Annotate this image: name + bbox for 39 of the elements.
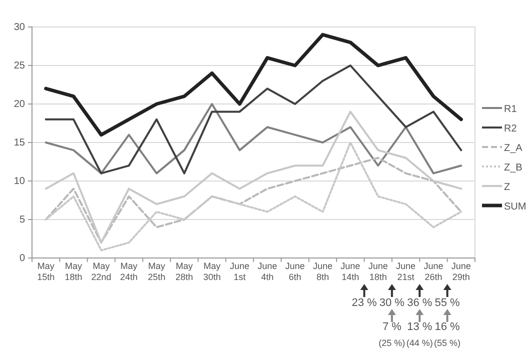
x-tick-label: June 14th: [340, 261, 360, 282]
text: 30 %: [379, 297, 405, 309]
legend-label: Z: [504, 182, 510, 193]
text: 55 %: [434, 297, 460, 309]
x-tick-label: May 18th: [64, 261, 83, 282]
x-tick-label: May 22nd: [91, 261, 112, 282]
text: 16 %: [434, 321, 460, 333]
y-tick-label: 20: [14, 99, 26, 110]
legend-label: Z_A: [504, 143, 523, 154]
x-tick-label: May 24th: [120, 261, 138, 282]
text: (44 %): [406, 338, 433, 348]
x-tick-label: June 4th: [258, 261, 278, 282]
legend-label: Z_B: [504, 162, 523, 174]
legend-label: SUM: [504, 202, 526, 212]
y-tick-label: 25: [14, 60, 26, 72]
text: 23 %: [352, 297, 377, 309]
text: (25 %): [378, 338, 406, 348]
x-tick-label: June 29th: [451, 261, 471, 282]
x-tick-label: June 1st: [230, 261, 250, 282]
legend-label: R2: [504, 124, 518, 134]
text: 36 %: [407, 297, 432, 309]
x-tick-label: May 25th: [148, 261, 166, 282]
x-tick-label: June 8th: [312, 261, 332, 282]
y-tick-label: 30: [14, 22, 26, 34]
x-tick-label: May 28th: [176, 261, 194, 282]
legend-label: R1: [504, 104, 518, 115]
x-tick-label: May 30th: [203, 261, 221, 282]
y-tick-label: 10: [14, 176, 26, 188]
x-tick-label: June 21st: [396, 261, 416, 282]
x-tick-label: June 18th: [368, 261, 388, 282]
y-tick-label: 5: [19, 214, 26, 226]
y-tick-label: 15: [14, 138, 26, 149]
y-tick-label: 0: [19, 253, 26, 264]
x-tick-label: May 15th: [37, 261, 55, 282]
text: (55 %): [434, 338, 461, 348]
x-tick-label: June 6th: [285, 261, 305, 282]
text: 13 %: [407, 321, 432, 333]
text: 7 %: [382, 321, 402, 333]
x-tick-label: June 26th: [424, 261, 444, 282]
